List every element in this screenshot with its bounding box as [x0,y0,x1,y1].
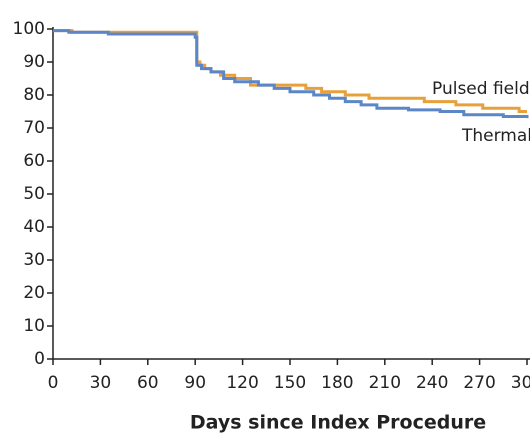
y-tick-label: 20 [23,283,45,303]
x-tick-label: 90 [184,373,206,393]
x-tick-label: 0 [48,373,59,393]
series-label: Thermal [461,126,530,146]
y-tick-label: 70 [23,118,45,138]
y-tick-label: 80 [23,85,45,105]
x-tick-label: 180 [321,373,353,393]
y-tick-label: 50 [23,184,45,204]
survival-curve [53,29,529,119]
x-tick-label: 270 [463,373,495,393]
x-tick-label: 300 [511,373,530,393]
y-tick-label: 30 [23,250,45,270]
x-tick-label: 240 [416,373,448,393]
x-tick-label: 150 [274,373,306,393]
y-tick-label: 100 [13,19,45,39]
y-tick-label: 40 [23,217,45,237]
y-tick-label: 0 [34,349,45,369]
x-tick-label: 60 [137,373,159,393]
y-tick-label: 60 [23,151,45,171]
x-tick-label: 120 [226,373,258,393]
x-tick-label: 210 [369,373,401,393]
y-tick-label: 10 [23,316,45,336]
survival-curve [53,29,527,113]
y-tick-label: 90 [23,52,45,72]
x-axis-title: Days since Index Procedure [190,412,486,434]
series-label: Pulsed field [432,79,530,99]
x-tick-label: 30 [90,373,112,393]
